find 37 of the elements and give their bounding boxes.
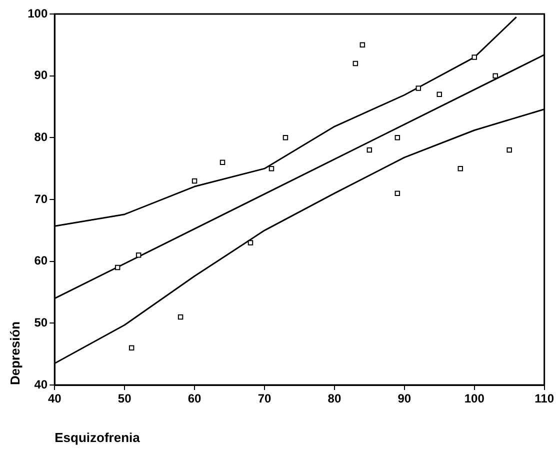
x-tick-label: 100	[464, 392, 485, 406]
point	[394, 190, 400, 196]
point	[178, 314, 184, 320]
point	[128, 345, 134, 351]
point	[268, 166, 274, 172]
x-tick-label: 90	[398, 392, 412, 406]
y-tick-label: 90	[34, 68, 48, 82]
point	[394, 135, 400, 140]
y-tick-label: 50	[34, 315, 48, 330]
point	[220, 160, 226, 166]
x-tick-label: 60	[188, 392, 202, 406]
y-tick-label: 70	[34, 192, 48, 206]
point	[506, 147, 512, 153]
x-tick-label: 40	[48, 392, 62, 406]
x-tick-label: 70	[258, 392, 272, 406]
y-tick-label: 60	[34, 254, 48, 268]
point	[136, 252, 142, 258]
point	[416, 86, 422, 91]
y-tick-label: 100	[28, 6, 48, 20]
y-tick-label: 80	[34, 130, 48, 144]
y-tick-label: 40	[34, 377, 48, 392]
point	[192, 178, 198, 184]
point	[360, 42, 366, 48]
x-tick-label: 80	[328, 392, 342, 406]
point	[248, 240, 254, 246]
point	[458, 166, 463, 172]
point	[472, 54, 477, 60]
point	[282, 135, 288, 140]
point	[492, 73, 498, 78]
point	[114, 264, 120, 270]
x-tick-label: 110	[534, 392, 554, 406]
point	[352, 60, 358, 66]
x-tick-label: 50	[118, 392, 132, 406]
y-axis-title: Depresión	[7, 321, 22, 385]
point	[436, 92, 442, 98]
x-axis-title: Esquizofrenia	[54, 430, 141, 445]
point	[366, 147, 372, 153]
